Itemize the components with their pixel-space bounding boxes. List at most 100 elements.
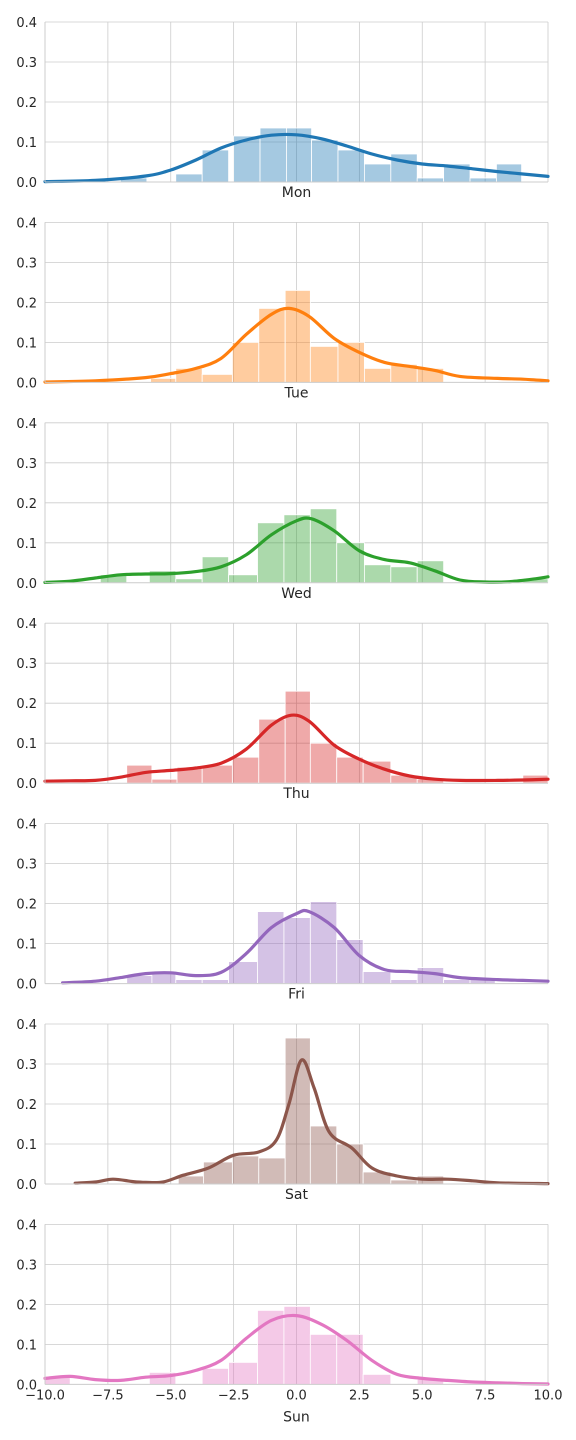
histogram-bar — [231, 341, 260, 383]
facet-label: Sun — [283, 1409, 310, 1425]
x-tick-label: 10.0 — [534, 1388, 563, 1403]
y-tick-label: 0.2 — [16, 497, 37, 512]
y-tick-label: 0.4 — [16, 216, 37, 231]
x-tick-label: 0.0 — [286, 1388, 307, 1403]
y-tick-label: 0.1 — [16, 737, 37, 752]
x-tick-label: −5.0 — [155, 1388, 187, 1403]
histogram-bar — [284, 690, 311, 784]
y-tick-label: 0.4 — [16, 617, 37, 632]
histogram-bar — [364, 564, 392, 584]
histogram-bar — [336, 1143, 364, 1185]
facet-tue: 0.0 0.1 0.2 0.3 0.4 Tue — [16, 216, 550, 401]
kde-curve — [61, 908, 550, 985]
histogram-bar — [309, 1334, 338, 1385]
y-tick-label: 0.1 — [16, 537, 37, 552]
y-tick-label: 0.0 — [16, 577, 37, 592]
y-tick-label: 0.4 — [16, 818, 37, 833]
histogram-bar — [311, 139, 339, 183]
facet-thu: 0.0 0.1 0.2 0.3 0.4 Thu — [16, 617, 550, 802]
facet-label: Tue — [284, 385, 309, 401]
histogram-bar — [201, 373, 233, 383]
histogram-bar — [309, 345, 339, 383]
y-tick-label: 0.1 — [16, 938, 37, 953]
histogram-bar — [203, 1161, 233, 1185]
facet-label: Mon — [282, 185, 312, 201]
facet-fri: 0.0 0.1 0.2 0.3 0.4 Fri — [16, 818, 550, 1003]
kde-curve — [43, 132, 550, 184]
y-tick-label: 0.3 — [16, 1058, 37, 1073]
histogram-bar — [231, 1155, 260, 1185]
y-tick-label: 0.1 — [16, 336, 37, 351]
histogram-bar — [390, 1179, 418, 1185]
histogram-bar — [228, 574, 258, 584]
y-tick-label: 0.1 — [16, 1338, 37, 1353]
y-tick-label: 0.0 — [16, 1178, 37, 1193]
x-tick-label: −2.5 — [218, 1388, 250, 1403]
kde-curve — [43, 516, 550, 584]
y-tick-label: 0.0 — [16, 777, 37, 792]
histogram-bar — [175, 578, 203, 584]
y-tick-label: 0.3 — [16, 657, 37, 672]
histogram-bar — [362, 1374, 392, 1385]
histogram-bar — [469, 177, 497, 183]
kde-curve — [43, 713, 550, 783]
histogram-bar — [201, 1368, 229, 1385]
facet-label: Thu — [282, 786, 309, 802]
histogram-bar — [443, 979, 471, 984]
histogram-bar — [362, 971, 392, 984]
histogram-bar — [258, 718, 286, 784]
histogram-bar — [364, 367, 392, 383]
histogram-bar — [309, 742, 338, 784]
y-tick-label: 0.2 — [16, 96, 37, 111]
y-tick-label: 0.0 — [16, 978, 37, 993]
x-tick-label: −10.0 — [25, 1388, 65, 1403]
histogram-bar — [364, 163, 392, 183]
histogram-bar — [151, 778, 178, 784]
y-tick-label: 0.2 — [16, 697, 37, 712]
histogram-bar — [390, 979, 418, 984]
y-tick-label: 0.3 — [16, 56, 37, 71]
y-tick-label: 0.3 — [16, 1258, 37, 1273]
y-tick-label: 0.1 — [16, 136, 37, 151]
histogram-bar — [284, 1037, 311, 1185]
y-tick-label: 0.2 — [16, 1298, 37, 1313]
y-tick-label: 0.0 — [16, 1378, 37, 1393]
kde-curve — [43, 1313, 550, 1386]
histogram-bar — [175, 173, 203, 183]
histogram-bar — [283, 917, 311, 984]
y-tick-label: 0.3 — [16, 457, 37, 472]
histogram-bar — [362, 760, 392, 784]
histogram-bar — [151, 973, 177, 984]
facet-label: Sat — [285, 1187, 308, 1203]
histogram-bar — [336, 542, 365, 584]
histogram-bar — [390, 566, 418, 584]
facet-label: Wed — [281, 586, 312, 602]
facet-label: Fri — [288, 987, 305, 1003]
y-tick-label: 0.4 — [16, 16, 37, 31]
kde-curve — [43, 306, 550, 384]
histogram-bar — [258, 1157, 286, 1185]
histogram-bar — [284, 289, 311, 383]
y-tick-label: 0.4 — [16, 1218, 37, 1233]
facet-sat: 0.0 0.1 0.2 0.3 0.4 Sat — [16, 1018, 550, 1203]
histogram-bar — [201, 979, 229, 984]
y-tick-label: 0.2 — [16, 296, 37, 311]
x-tick-label: 2.5 — [349, 1388, 370, 1403]
y-tick-label: 0.4 — [16, 1018, 37, 1033]
y-tick-label: 0.2 — [16, 898, 37, 913]
histogram-bar — [231, 756, 260, 784]
histogram-bar — [416, 177, 445, 183]
histogram-bar — [336, 756, 364, 784]
facet-sun: 0.0 0.1 0.2 0.3 0.4 −10.0 −7.5 −5.0 −2.5 0.0 2.5 5.… — [16, 1218, 562, 1425]
kde-curve — [73, 1058, 550, 1186]
y-tick-label: 0.1 — [16, 1138, 37, 1153]
y-tick-label: 0.0 — [16, 176, 37, 191]
histogram-bar — [175, 979, 203, 984]
histogram-bar — [150, 377, 177, 383]
y-tick-label: 0.4 — [16, 417, 37, 432]
histogram-bar — [257, 522, 285, 584]
facet-wed: 0.0 0.1 0.2 0.3 0.4 Wed — [16, 417, 550, 602]
facet-mon: 0.0 0.1 0.2 0.3 0.4 Mon — [16, 16, 550, 201]
histogram-bar — [337, 149, 365, 183]
